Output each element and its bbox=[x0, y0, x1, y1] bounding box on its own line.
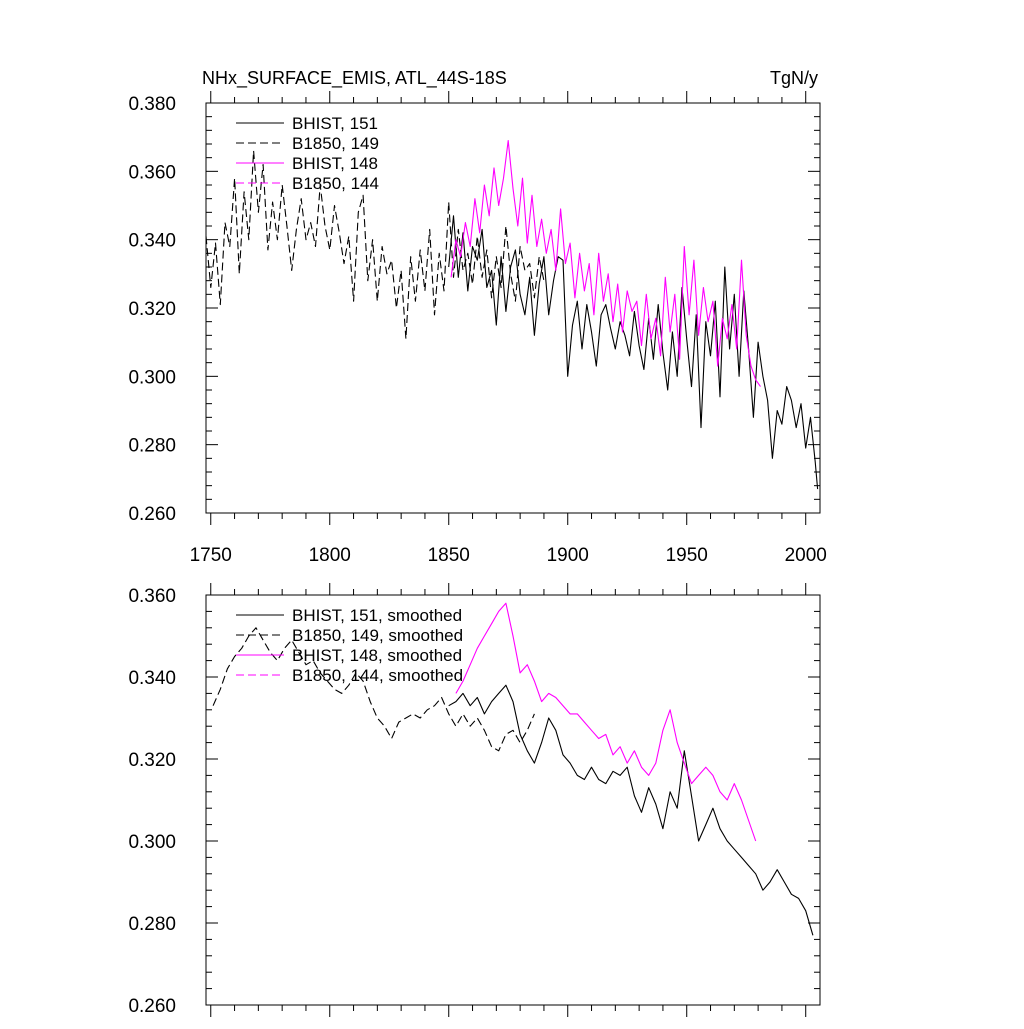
top-series-line-1 bbox=[448, 215, 819, 490]
top-chart-ticks: 0.260 0.280 0.300 0.320 0.340 0.360 0.380 1750 1… bbox=[128, 91, 827, 566]
top-xtick-label: 1900 bbox=[547, 545, 589, 566]
bottom-legend-label-1: BHIST, 151, smoothed bbox=[292, 606, 462, 625]
top-ytick-label: 0.300 bbox=[128, 367, 176, 388]
top-xtick-label: 1750 bbox=[190, 545, 232, 566]
top-ytick-label: 0.280 bbox=[128, 436, 176, 457]
bottom-ytick-label: 0.360 bbox=[128, 586, 176, 607]
bottom-ytick-label: 0.320 bbox=[128, 750, 176, 771]
top-ytick-label: 0.380 bbox=[128, 94, 176, 115]
bottom-plot-frame bbox=[205, 594, 821, 1006]
top-chart-title: NHx_SURFACE_EMIS, ATL_44S-18S bbox=[202, 68, 507, 89]
top-ytick-label: 0.260 bbox=[128, 504, 176, 525]
top-legend-label-3: BHIST, 148 bbox=[292, 154, 378, 173]
bottom-series-line-3 bbox=[455, 602, 757, 842]
bottom-legend-label-3: BHIST, 148, smoothed bbox=[292, 646, 462, 665]
bottom-chart-ticks: 0.260 0.280 0.300 0.320 0.340 0.360 bbox=[128, 583, 820, 1017]
top-chart-units: TgN/y bbox=[770, 68, 818, 88]
bottom-ytick-label: 0.260 bbox=[128, 996, 176, 1017]
bottom-ytick-label: 0.300 bbox=[128, 832, 176, 853]
bottom-chart-series bbox=[212, 602, 814, 936]
top-xtick-label: 1950 bbox=[666, 545, 708, 566]
top-xtick-label: 1850 bbox=[428, 545, 470, 566]
bottom-legend-label-2: B1850, 149, smoothed bbox=[292, 626, 463, 645]
top-legend-label-4: B1850, 144 bbox=[292, 174, 379, 193]
bottom-ytick-label: 0.340 bbox=[128, 668, 176, 689]
bottom-chart: 0.260 0.280 0.300 0.320 0.340 0.360 BHIST, 15… bbox=[128, 583, 821, 1017]
top-legend-label-2: B1850, 149 bbox=[292, 134, 379, 153]
top-series-line-3 bbox=[450, 140, 761, 387]
top-chart: NHx_SURFACE_EMIS, ATL_44S-18S TgN/y 0.26… bbox=[128, 68, 826, 566]
top-ytick-label: 0.360 bbox=[128, 162, 176, 183]
bottom-series-line-2 bbox=[212, 627, 535, 752]
top-xtick-label: 2000 bbox=[785, 545, 827, 566]
bottom-legend-label-4: B1850, 144, smoothed bbox=[292, 666, 463, 685]
bottom-series-line-1 bbox=[448, 684, 814, 936]
top-chart-series bbox=[205, 140, 819, 490]
top-series-line-2 bbox=[205, 150, 545, 340]
top-legend-label-1: BHIST, 151 bbox=[292, 114, 378, 133]
top-xtick-label: 1800 bbox=[309, 545, 351, 566]
bottom-ytick-label: 0.280 bbox=[128, 914, 176, 935]
top-ytick-label: 0.320 bbox=[128, 299, 176, 320]
top-ytick-label: 0.340 bbox=[128, 231, 176, 252]
